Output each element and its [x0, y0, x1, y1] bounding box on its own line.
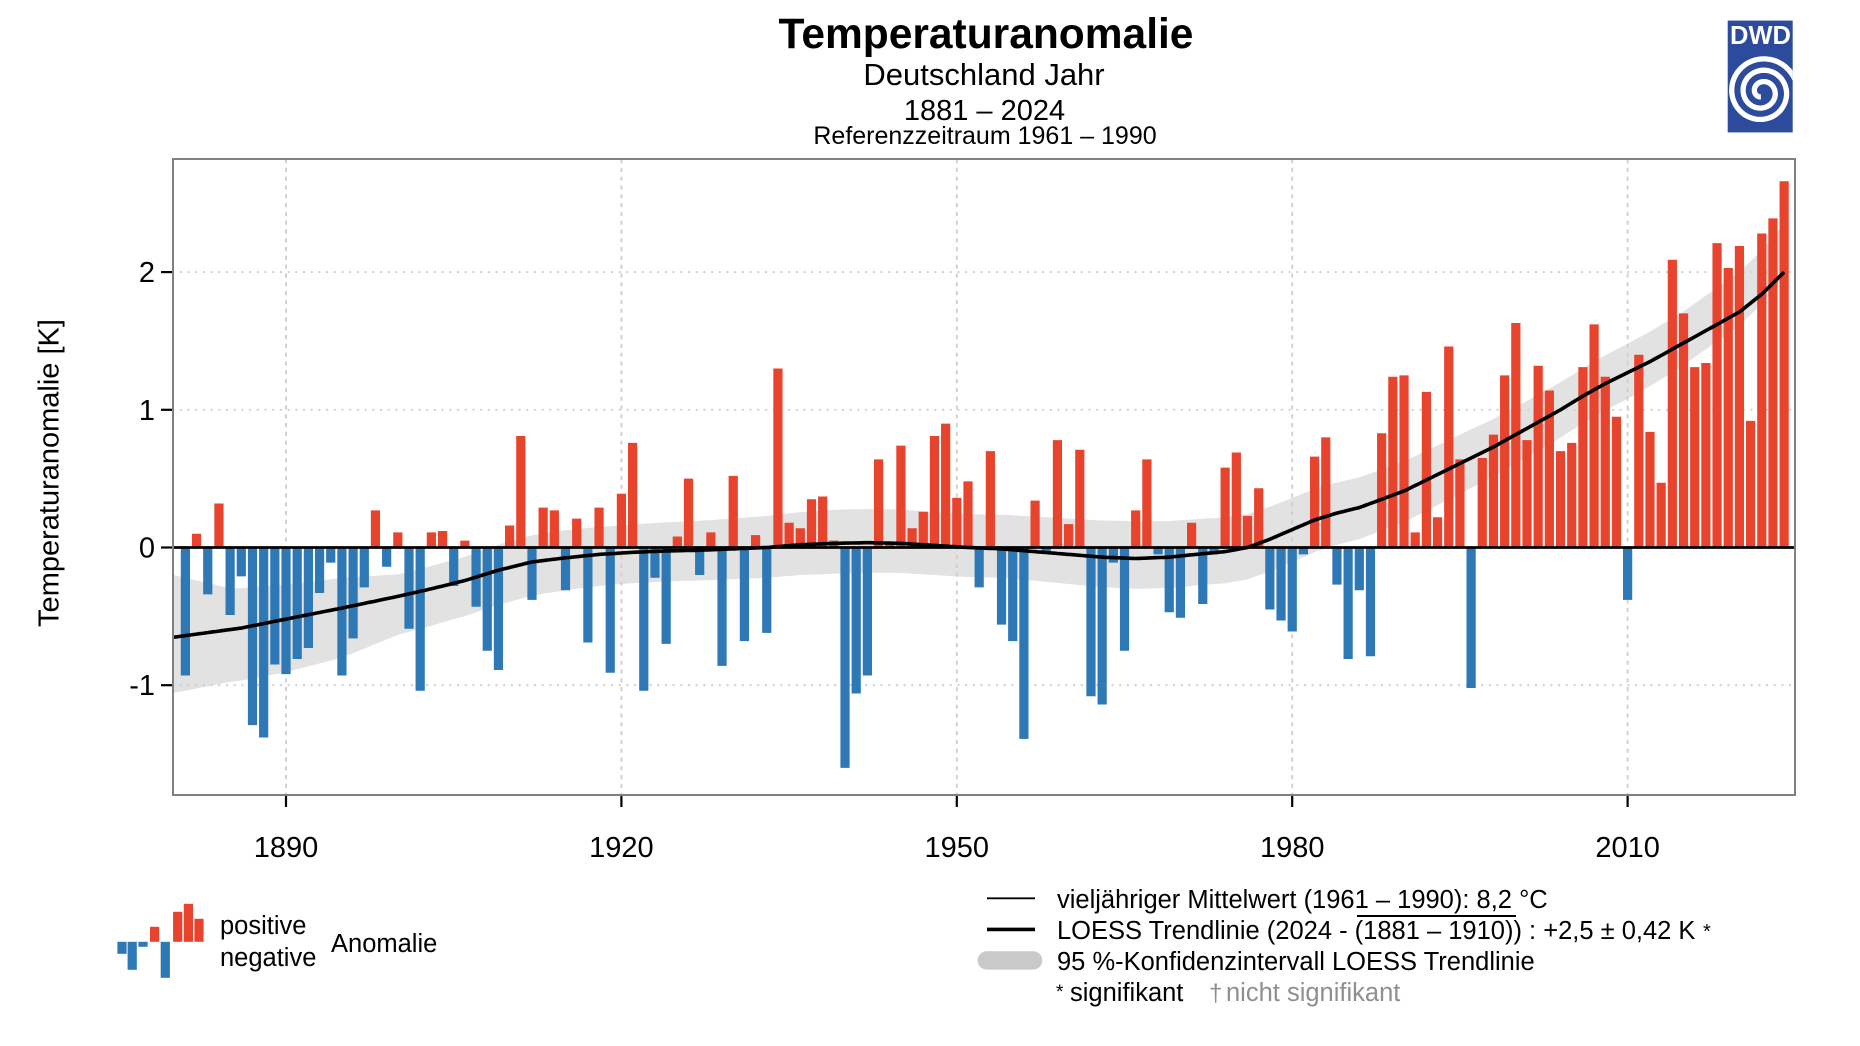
svg-text:1980: 1980: [1260, 832, 1325, 864]
svg-text:positive: positive: [220, 912, 306, 940]
svg-text:0: 0: [139, 533, 155, 565]
svg-text:*: *: [1703, 921, 1711, 943]
svg-text:vieljähriger Mittelwert (1961: vieljähriger Mittelwert (1961 – 1990): 8…: [1057, 886, 1548, 914]
svg-text:1: 1: [139, 395, 155, 427]
svg-text:1890: 1890: [254, 832, 319, 864]
svg-text:*: *: [1056, 982, 1064, 1003]
svg-text:DWD: DWD: [1730, 22, 1791, 50]
svg-text:†: †: [1209, 980, 1222, 1007]
svg-text:nicht signifikant: nicht signifikant: [1226, 979, 1400, 1007]
svg-text:2: 2: [139, 257, 155, 289]
svg-text:Temperaturanomalie [K]: Temperaturanomalie [K]: [34, 319, 66, 627]
svg-text:Anomalie: Anomalie: [331, 930, 437, 958]
svg-text:-1: -1: [129, 670, 155, 702]
svg-text:1881 – 2024: 1881 – 2024: [904, 95, 1065, 127]
svg-text:LOESS Trendlinie (2024 - (1881: LOESS Trendlinie (2024 - (1881 – 1910)) …: [1057, 917, 1695, 945]
svg-text:Deutschland Jahr: Deutschland Jahr: [863, 57, 1104, 92]
svg-text:Temperaturanomalie: Temperaturanomalie: [779, 11, 1194, 58]
svg-text:2010: 2010: [1595, 832, 1660, 864]
svg-text:signifikant: signifikant: [1070, 979, 1183, 1007]
svg-text:1950: 1950: [925, 832, 990, 864]
svg-text:1920: 1920: [589, 832, 654, 864]
svg-text:negative: negative: [220, 944, 316, 972]
svg-text:95 %-Konfidenzintervall LOESS: 95 %-Konfidenzintervall LOESS Trendlinie: [1057, 948, 1535, 976]
svg-text:Referenzzeitraum 1961 – 1990: Referenzzeitraum 1961 – 1990: [813, 122, 1156, 150]
